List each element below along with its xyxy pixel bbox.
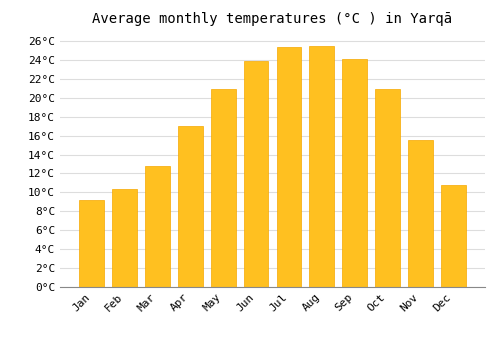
Bar: [145, 166, 170, 287]
Bar: [441, 185, 466, 287]
Bar: [211, 89, 236, 287]
Title: Average monthly temperatures (°C ) in Yarqā: Average monthly temperatures (°C ) in Ya…: [92, 12, 452, 26]
Bar: [178, 126, 203, 287]
Bar: [112, 189, 137, 287]
Bar: [342, 59, 367, 287]
Bar: [310, 46, 334, 287]
Bar: [376, 89, 400, 287]
Bar: [244, 61, 268, 287]
Bar: [276, 47, 301, 287]
Bar: [80, 200, 104, 287]
Bar: [408, 140, 433, 287]
